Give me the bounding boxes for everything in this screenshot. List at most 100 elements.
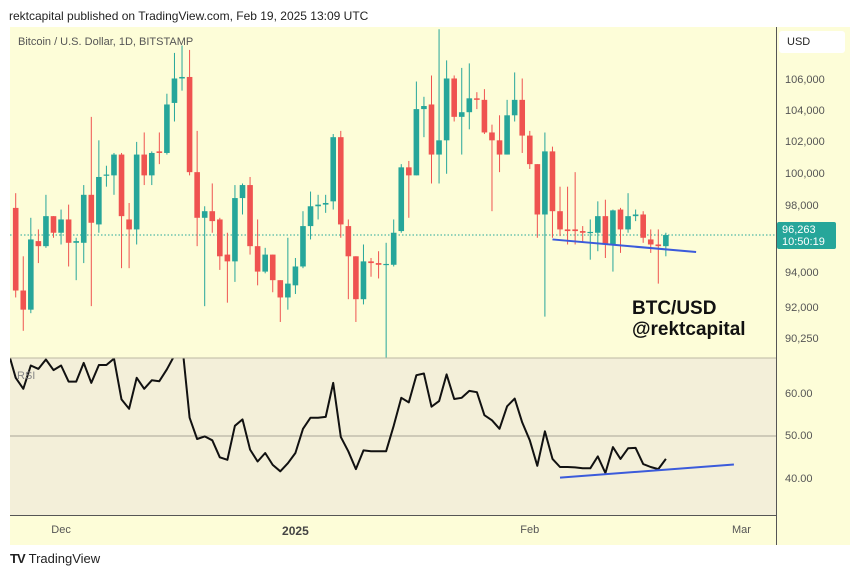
candle[interactable]	[360, 244, 367, 305]
candle[interactable]	[451, 75, 457, 122]
candle[interactable]	[126, 202, 132, 269]
candle[interactable]	[277, 280, 284, 322]
candle[interactable]	[58, 209, 64, 245]
candle[interactable]	[28, 217, 34, 314]
candle[interactable]	[474, 92, 480, 110]
candle[interactable]	[118, 152, 125, 269]
candle[interactable]	[186, 49, 193, 176]
candle[interactable]	[307, 191, 314, 240]
candle[interactable]	[345, 219, 352, 300]
price-trendline[interactable]	[552, 238, 697, 254]
candle[interactable]	[337, 130, 344, 238]
candle[interactable]	[383, 242, 389, 360]
candle[interactable]	[111, 152, 117, 195]
candle[interactable]	[390, 219, 397, 267]
candle[interactable]	[458, 67, 465, 155]
candle[interactable]	[141, 132, 148, 186]
rsi-legend[interactable]: RSI	[17, 370, 36, 382]
candle[interactable]	[103, 165, 110, 187]
candle[interactable]	[353, 256, 359, 322]
candle[interactable]	[65, 204, 72, 267]
candle-body	[595, 216, 601, 233]
candle[interactable]	[164, 93, 170, 155]
candle[interactable]	[504, 99, 510, 155]
candle[interactable]	[549, 146, 556, 238]
candle[interactable]	[375, 251, 382, 279]
candle[interactable]	[625, 193, 631, 233]
candle[interactable]	[579, 226, 586, 243]
candle[interactable]	[481, 89, 488, 135]
candle[interactable]	[209, 183, 216, 233]
candle[interactable]	[12, 193, 19, 298]
candle[interactable]	[20, 256, 27, 331]
candle[interactable]	[133, 141, 140, 245]
candle[interactable]	[640, 211, 646, 243]
candle[interactable]	[171, 52, 178, 122]
candle[interactable]	[232, 185, 238, 282]
candle[interactable]	[443, 60, 450, 174]
candle[interactable]	[322, 194, 329, 213]
candle[interactable]	[663, 232, 669, 257]
candle-body	[534, 164, 541, 215]
candle[interactable]	[156, 132, 163, 165]
candle[interactable]	[300, 211, 306, 269]
candle[interactable]	[519, 78, 526, 153]
candle[interactable]	[428, 75, 435, 184]
candle[interactable]	[421, 96, 427, 138]
candle[interactable]	[368, 257, 374, 277]
candle[interactable]	[148, 151, 155, 186]
rsi-pane[interactable]	[8, 342, 776, 479]
candle[interactable]	[239, 183, 246, 215]
candle[interactable]	[96, 140, 102, 233]
currency-button[interactable]: USD	[779, 31, 845, 53]
candle[interactable]	[292, 257, 299, 294]
candle[interactable]	[285, 237, 291, 310]
time-axis-background	[10, 515, 850, 545]
main-pane-background	[10, 27, 850, 358]
candle[interactable]	[194, 130, 200, 247]
candle[interactable]	[50, 216, 57, 238]
candle[interactable]	[436, 29, 442, 184]
candle-body	[413, 109, 420, 176]
tradingview-logo[interactable]: TV TradingView	[10, 551, 100, 566]
candle[interactable]	[201, 206, 208, 307]
candle[interactable]	[224, 232, 231, 303]
candle[interactable]	[557, 186, 563, 237]
symbol-legend[interactable]: Bitcoin / U.S. Dollar, 1D, BITSTAMP	[18, 36, 194, 48]
candle[interactable]	[269, 254, 276, 293]
price-pane[interactable]	[10, 29, 776, 359]
candle[interactable]	[73, 237, 79, 281]
candle[interactable]	[489, 124, 495, 212]
candle-body	[451, 78, 457, 117]
candle[interactable]	[88, 116, 95, 307]
candle[interactable]	[602, 199, 609, 258]
candle[interactable]	[330, 134, 337, 210]
candle[interactable]	[43, 194, 49, 248]
candle[interactable]	[564, 186, 571, 245]
candle[interactable]	[315, 194, 321, 220]
candle[interactable]	[35, 229, 42, 264]
candle[interactable]	[247, 176, 253, 255]
candle[interactable]	[413, 81, 420, 176]
candle[interactable]	[406, 160, 412, 218]
candle[interactable]	[632, 209, 639, 222]
candle[interactable]	[466, 63, 473, 130]
candle[interactable]	[217, 217, 223, 270]
candle[interactable]	[542, 132, 548, 317]
rsi-trendline[interactable]	[559, 463, 734, 479]
candle[interactable]	[610, 209, 616, 272]
rsi-line[interactable]	[8, 343, 667, 474]
candle[interactable]	[179, 45, 185, 91]
candle[interactable]	[526, 130, 533, 169]
candle[interactable]	[572, 172, 578, 245]
candle[interactable]	[534, 164, 541, 238]
candle[interactable]	[398, 164, 405, 233]
candle[interactable]	[655, 229, 662, 284]
candle[interactable]	[511, 72, 518, 122]
candle[interactable]	[262, 247, 268, 274]
candle[interactable]	[496, 115, 503, 173]
candle[interactable]	[587, 219, 594, 260]
candle[interactable]	[254, 219, 261, 286]
candle[interactable]	[80, 185, 87, 264]
